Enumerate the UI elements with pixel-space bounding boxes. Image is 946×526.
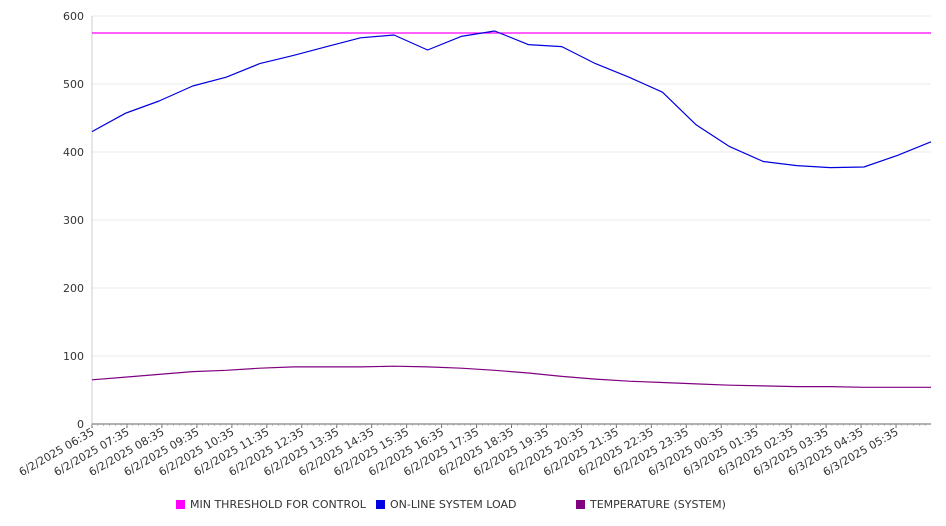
legend: MIN THRESHOLD FOR CONTROL ON-LINE SYSTEM… bbox=[0, 498, 946, 514]
y-tick-label: 600 bbox=[63, 10, 84, 23]
series-line-temperature-system bbox=[91, 365, 931, 388]
y-tick-label: 300 bbox=[63, 214, 84, 227]
y-tick-label: 500 bbox=[63, 78, 84, 91]
legend-swatch-system-load bbox=[376, 500, 385, 509]
legend-item-min-threshold[interactable]: MIN THRESHOLD FOR CONTROL bbox=[176, 498, 366, 511]
legend-item-system-load[interactable]: ON-LINE SYSTEM LOAD bbox=[376, 498, 516, 511]
series-lines bbox=[91, 30, 932, 388]
y-tick-label: 200 bbox=[63, 282, 84, 295]
axes bbox=[91, 16, 931, 428]
legend-label-temperature: TEMPERATURE (SYSTEM) bbox=[590, 498, 726, 511]
legend-label-min-threshold: MIN THRESHOLD FOR CONTROL bbox=[190, 498, 366, 511]
legend-item-temperature[interactable]: TEMPERATURE (SYSTEM) bbox=[576, 498, 726, 511]
legend-swatch-min-threshold bbox=[176, 500, 185, 509]
y-tick-label: 100 bbox=[63, 350, 84, 363]
legend-label-system-load: ON-LINE SYSTEM LOAD bbox=[390, 498, 517, 511]
gridlines bbox=[92, 15, 931, 357]
y-tick-label: 400 bbox=[63, 146, 84, 159]
x-tick-labels: 6/2/2025 06:356/2/2025 07:356/2/2025 08:… bbox=[17, 425, 901, 479]
series-line-on-line-system-load bbox=[91, 30, 932, 169]
y-tick-labels: 0 100 200 300 400 500 600 bbox=[63, 10, 84, 431]
y-tick-label: 0 bbox=[77, 418, 84, 431]
legend-swatch-temperature bbox=[576, 500, 585, 509]
